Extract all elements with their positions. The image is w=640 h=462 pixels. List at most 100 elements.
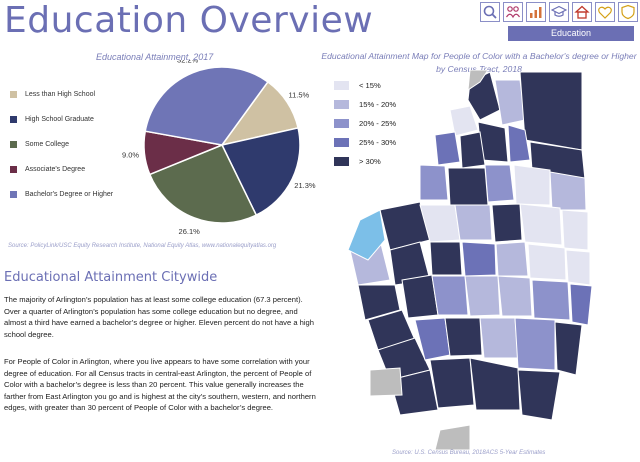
map-tract [565,249,591,286]
legend-label: Bachelor's Degree or Higher [25,190,114,198]
pie-slice-bachelor-s-degree-or-higher [144,66,269,146]
map-tract [519,71,583,151]
section-heading: Educational Attainment Citywide [4,270,218,285]
map-tract [454,204,493,241]
legend-label: Less than High School [25,90,96,98]
chart-icon [530,7,542,18]
map-tract [569,283,593,326]
pie-slice-high-school-graduate [220,127,301,217]
map-legend-item-lt15: < 15% [334,80,396,90]
map-source: Source: U.S. Census Bureau, 2018ACS 5-Ye… [392,450,546,456]
legend-label: Some College [25,140,69,148]
nav-people-button[interactable] [503,2,523,22]
health-icon [598,6,612,19]
pie-value-label: 21.3% [294,181,316,190]
map-tract [495,241,529,277]
map-tract [357,284,401,321]
paragraph-2: For People of Color in Arlington, where … [4,357,316,412]
map-tract [444,317,483,357]
map-tract [447,167,489,206]
legend-item-high-school-graduate: High School Graduate [10,113,113,125]
map-tract [514,317,556,371]
legend-label: Associate's Degree [25,165,86,173]
map-legend-item-25-30: 25% - 30% [334,137,396,147]
map-tract [561,209,589,251]
nav-education-button[interactable] [549,2,569,22]
legend-item-associates-degree: Associate's Degree [10,163,113,175]
map-legend-label: 25% - 30% [359,137,397,147]
map-tract [461,241,497,277]
map-tract [434,131,461,166]
map-tract [497,275,533,317]
legend-item-less-than-high-school: Less than High School [10,88,113,100]
pie-legend: Less than High School High School Gradua… [10,88,113,213]
search-icon [483,5,497,19]
legend-swatch [10,165,17,173]
legend-swatch [10,90,17,98]
legend-label: High School Graduate [25,115,94,123]
pie-value-label: 11.5% [289,90,310,99]
map-legend-swatch [334,137,349,147]
map-tract [429,241,463,276]
home-icon [574,5,590,19]
nav-icon-bar [480,2,638,22]
map-tract [554,321,583,376]
education-icon [551,5,567,17]
map-legend-label: < 15% [359,80,381,90]
map-tract [531,279,571,321]
legend-item-bachelors-degree: Bachelor's Degree or Higher [10,188,113,200]
legend-item-some-college: Some College [10,138,113,150]
map-legend-item-20-25: 20% - 25% [334,118,396,128]
map-legend-label: 15% - 20% [359,99,397,109]
map-legend-swatch [334,118,349,128]
map-legend-swatch [334,156,349,166]
legend-swatch [10,115,17,123]
map-legend-item-gt30: > 30% [334,156,396,166]
map-lake [347,209,386,261]
pie-value-label: 32.2% [177,60,199,65]
map-legend: < 15% 15% - 20% 20% - 25% 25% - 30% > 30… [334,80,396,175]
map-tract [419,164,449,201]
map-tract [449,105,479,137]
pie-source: Source: PolicyLink/USC Equity Research I… [8,243,277,249]
map-legend-swatch [334,80,349,90]
map-tract [429,357,475,409]
nav-shield-button[interactable] [618,2,638,22]
pie-value-label: 9.0% [122,151,139,160]
map-gray-area [369,367,403,397]
paragraph-1: The majority of Arlington’s population h… [4,295,315,339]
map-tract [491,203,523,243]
nav-chart-button[interactable] [526,2,546,22]
legend-swatch [10,140,17,148]
map-title: Educational Attainment Map for People of… [321,51,637,74]
nav-search-button[interactable] [480,2,500,22]
map-gray-area [467,70,489,92]
map-legend-item-15-20: 15% - 20% [334,99,396,109]
map-tract [517,369,561,421]
legend-swatch [10,190,17,198]
nav-health-button[interactable] [595,2,615,22]
pie-slice-some-college [148,144,258,224]
map-tract [527,243,567,281]
pie-chart: 11.5% 21.3% 26.1% 9.0% 32.2% [122,60,316,236]
pie-value-label: 26.1% [179,227,201,236]
map-tract [507,124,531,163]
map-tract [519,203,563,246]
map-tract [549,171,587,211]
map-tracts [347,70,593,450]
shield-icon [621,4,635,20]
people-icon [505,6,521,19]
census-tract-map [347,70,593,450]
nav-home-button[interactable] [572,2,592,22]
map-tract [513,164,551,206]
map-tract [464,275,501,317]
map-gray-area [434,424,471,450]
map-tract [459,131,486,169]
pie-chart-title: Educational Attainment, 2017 [96,52,214,62]
map-tract [484,164,515,203]
map-legend-label: 20% - 25% [359,118,397,128]
active-tab-label[interactable]: Education [508,26,634,41]
map-legend-label: > 30% [359,156,381,166]
map-tract [469,357,521,411]
map-tract [389,369,439,416]
